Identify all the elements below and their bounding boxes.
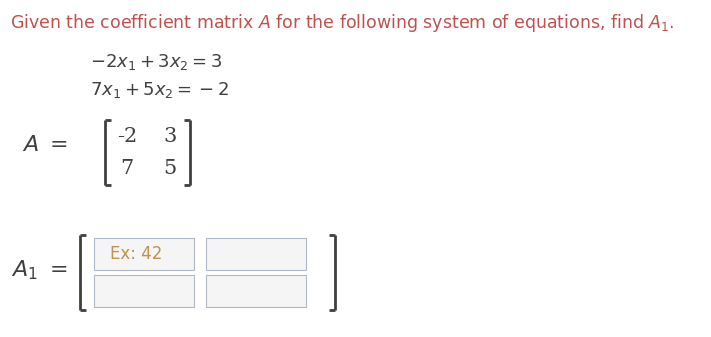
Text: $-2x_1 + 3x_2 = 3$: $-2x_1 + 3x_2 = 3$ [90,52,223,72]
Text: -2: -2 [117,127,137,146]
FancyBboxPatch shape [94,275,194,307]
Text: $A_1\ =$: $A_1\ =$ [11,258,68,282]
Text: Ex: 42: Ex: 42 [109,245,162,263]
FancyBboxPatch shape [94,238,194,270]
Text: $A\ =$: $A\ =$ [22,134,68,156]
FancyBboxPatch shape [206,238,306,270]
Text: 5: 5 [164,159,176,178]
Text: 3: 3 [164,127,177,146]
Text: $7x_1 + 5x_2 = -2$: $7x_1 + 5x_2 = -2$ [90,80,229,100]
FancyBboxPatch shape [206,275,306,307]
Text: 7: 7 [120,159,134,178]
Text: Given the coefficient matrix $\it{A}$ for the following system of equations, fin: Given the coefficient matrix $\it{A}$ fo… [10,12,675,34]
